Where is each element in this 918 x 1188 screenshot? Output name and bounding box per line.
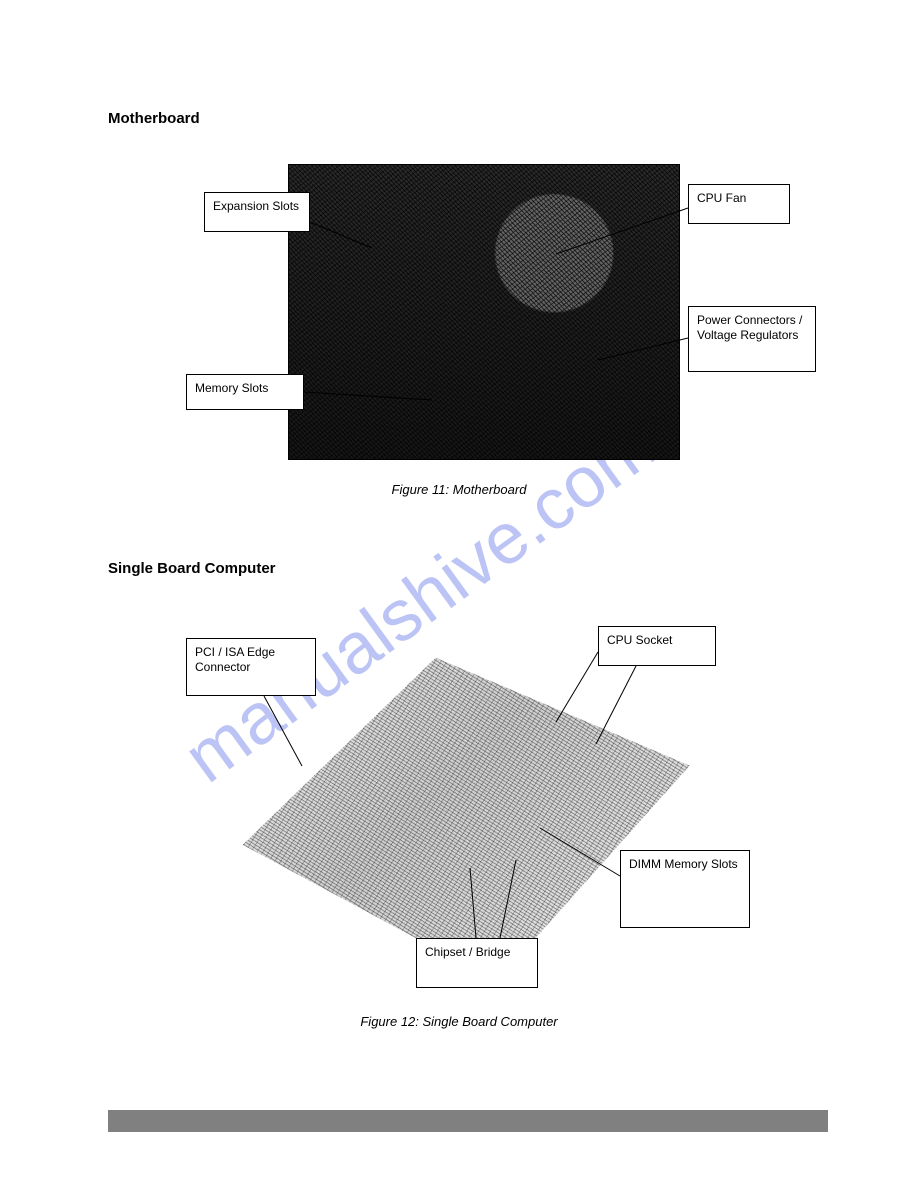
callout-f2-tl-text: PCI / ISA Edge Connector [195,645,275,674]
callout-f2-tr-text: CPU Socket [607,633,672,647]
callout-f2-bm-text: Chipset / Bridge [425,945,510,959]
callout-f2-bm: Chipset / Bridge [416,938,538,988]
callout-f2-br: DIMM Memory Slots [620,850,750,928]
page-root: manualshive.com Motherboard Expansion Sl… [0,0,918,1188]
figure-1-image [288,164,680,460]
figure-2-block: Single Board Computer PCI / ISA Edge Con… [0,560,918,1060]
callout-f1-mr: Power Connectors / Voltage Regulators [688,306,816,372]
callout-f1-tl-text: Expansion Slots [213,199,299,213]
callout-f1-ml: Memory Slots [186,374,304,410]
footer-bar [108,1110,828,1132]
callout-f2-br-text: DIMM Memory Slots [629,857,738,871]
callout-f2-tr: CPU Socket [598,626,716,666]
callout-f1-tl: Expansion Slots [204,192,310,232]
figure-1-block: Motherboard Expansion Slots CPU Fan Powe… [0,110,918,540]
callout-f1-ml-text: Memory Slots [195,381,268,395]
callout-f1-mr-text: Power Connectors / Voltage Regulators [697,313,802,342]
figure-2-caption: Figure 12: Single Board Computer [0,1014,918,1029]
heading-motherboard: Motherboard [108,110,200,127]
figure-1-caption: Figure 11: Motherboard [0,482,918,497]
heading-sbc: Single Board Computer [108,560,276,577]
callout-f2-tl: PCI / ISA Edge Connector [186,638,316,696]
callout-f1-tr-text: CPU Fan [697,191,746,205]
callout-f1-tr: CPU Fan [688,184,790,224]
